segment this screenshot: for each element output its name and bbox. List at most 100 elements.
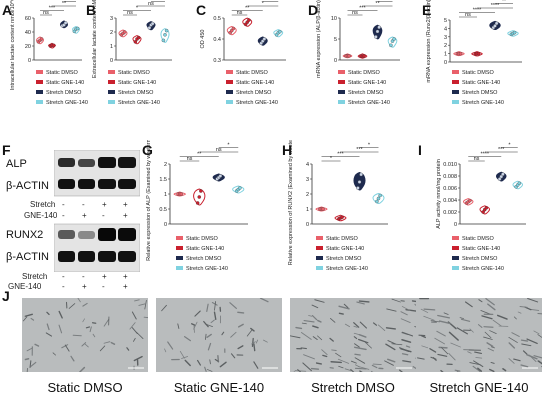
cell-mark [402, 360, 412, 363]
cell-mark [399, 347, 410, 353]
blot2-gne-sign: - [102, 282, 105, 291]
violin-1 [193, 188, 206, 206]
cell-mark [99, 345, 106, 352]
y-tick-label: 2 [164, 162, 167, 168]
cell-mark [443, 312, 449, 315]
legend-label: Static DMSO [46, 70, 79, 76]
cell-mark [473, 360, 484, 368]
cell-mark [322, 354, 328, 358]
cell-mark [490, 346, 495, 349]
cell-mark [420, 308, 429, 313]
cell-mark [221, 331, 225, 336]
cell-mark [481, 315, 493, 320]
y-tick-label: 0 [306, 222, 309, 228]
cell-mark [377, 324, 386, 331]
panel-letter-i: I [418, 142, 422, 158]
cell-mark [77, 298, 81, 303]
legend-label: Static DMSO [462, 236, 495, 242]
cell-mark [179, 350, 185, 359]
cell-mark [429, 348, 437, 353]
sig-label: * [368, 143, 371, 149]
cell-mark [251, 341, 256, 345]
sig-label: * [384, 0, 387, 3]
cell-mark [477, 367, 483, 372]
cell-mark [52, 352, 57, 356]
cell-mark [196, 359, 202, 366]
cell-mark [489, 330, 497, 334]
violin-3 [507, 30, 519, 37]
y-tick-label: 1.5 [159, 177, 167, 183]
legend-swatch [176, 266, 183, 270]
legend-label: Static DMSO [236, 70, 269, 76]
legend-label: Static GNE-140 [348, 80, 386, 86]
cell-mark [401, 339, 412, 343]
y-tick-label: 4 [444, 26, 447, 32]
sig-label: *** [359, 6, 366, 12]
cell-mark [537, 360, 542, 365]
legend-swatch [108, 90, 115, 94]
cell-mark [206, 369, 213, 372]
legend-label: Stretch DMSO [462, 90, 498, 96]
legend-swatch [452, 90, 459, 94]
cell-mark [517, 311, 522, 314]
blot2-gne-sign: + [82, 282, 87, 291]
cell-mark [213, 311, 217, 321]
y-tick-label: 1 [306, 207, 309, 213]
data-point [481, 210, 485, 214]
cell-mark [477, 324, 483, 328]
blot1-stretch-label: Stretch [30, 200, 56, 209]
cell-mark [183, 336, 191, 342]
chart-panel-a: 0 20 40 60 Intracellular lactate content nmo… [10, 0, 88, 106]
cell-mark [354, 353, 361, 356]
cell-mark [417, 357, 425, 360]
cell-mark [30, 317, 35, 321]
cell-mark [312, 336, 318, 341]
legend-swatch [226, 80, 233, 84]
cell-mark [246, 329, 253, 337]
data-point [347, 54, 351, 58]
sig-label: *** [498, 147, 505, 153]
cell-mark [294, 370, 307, 372]
data-point [197, 195, 202, 199]
cell-mark [522, 350, 528, 355]
legend-swatch [316, 236, 323, 240]
legend-label: Stretch DMSO [118, 90, 154, 96]
y-tick-label: 20 [25, 44, 31, 50]
cell-mark [384, 360, 394, 366]
cell-mark [317, 335, 323, 341]
legend-label: Stretch DMSO [186, 256, 222, 262]
data-point [262, 37, 267, 41]
y-tick-label: 0.008 [443, 174, 457, 180]
cell-mark [22, 316, 28, 322]
blot2-stretch-label: Stretch [22, 272, 48, 281]
cell-mark [401, 353, 409, 356]
cell-mark [358, 333, 367, 338]
legend-swatch [36, 90, 43, 94]
cell-mark [300, 347, 307, 350]
cell-mark [302, 362, 312, 372]
cell-mark [487, 347, 494, 352]
legend-label: Static DMSO [186, 236, 219, 242]
blot1-stretch-sign: - [82, 200, 85, 209]
cell-mark [508, 358, 515, 364]
cell-mark [385, 327, 396, 330]
cell-mark [58, 310, 63, 319]
sig-label: ** [62, 1, 67, 7]
cell-mark [359, 370, 363, 372]
data-point [458, 51, 463, 56]
cell-mark [219, 361, 227, 368]
y-tick-label: 3 [306, 177, 309, 183]
micrograph-static-dmso [22, 298, 148, 372]
cell-mark [85, 326, 91, 329]
y-tick-label: 0.5 [213, 16, 221, 22]
sig-label: ** [502, 0, 507, 5]
cell-mark [460, 318, 471, 322]
y-tick-label: 0.5 [159, 207, 167, 213]
legend-swatch [176, 256, 183, 260]
violin-1 [479, 205, 491, 215]
cell-mark [350, 368, 355, 372]
legend-label: Static DMSO [462, 70, 495, 76]
legend-swatch [452, 100, 459, 104]
